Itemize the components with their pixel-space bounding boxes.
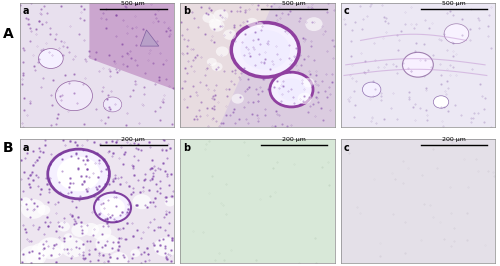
- Polygon shape: [140, 30, 159, 46]
- Text: a: a: [23, 143, 30, 153]
- Text: 200 μm: 200 μm: [282, 137, 306, 142]
- Circle shape: [402, 52, 434, 77]
- Text: a: a: [23, 6, 30, 16]
- Circle shape: [64, 233, 73, 241]
- Circle shape: [92, 224, 112, 240]
- Circle shape: [56, 81, 92, 111]
- Circle shape: [32, 243, 50, 258]
- Text: c: c: [344, 6, 350, 16]
- Circle shape: [38, 49, 63, 68]
- Circle shape: [302, 78, 314, 88]
- Text: 200 μm: 200 μm: [122, 137, 146, 142]
- Circle shape: [38, 237, 64, 259]
- Text: 500 μm: 500 μm: [122, 1, 145, 6]
- Circle shape: [232, 23, 299, 77]
- Circle shape: [306, 17, 322, 31]
- Circle shape: [60, 238, 86, 257]
- Text: 500 μm: 500 μm: [282, 1, 306, 6]
- Circle shape: [214, 9, 228, 22]
- Text: 200 μm: 200 μm: [442, 137, 466, 142]
- Circle shape: [278, 78, 305, 101]
- Circle shape: [274, 81, 281, 87]
- Circle shape: [38, 205, 50, 215]
- Polygon shape: [90, 3, 174, 90]
- Circle shape: [232, 94, 244, 104]
- Circle shape: [223, 30, 236, 40]
- Circle shape: [207, 58, 217, 66]
- Circle shape: [104, 97, 122, 112]
- Circle shape: [48, 149, 110, 199]
- Circle shape: [154, 237, 178, 257]
- Circle shape: [50, 248, 62, 258]
- Circle shape: [434, 96, 448, 108]
- Text: B: B: [2, 141, 13, 155]
- Text: b: b: [184, 143, 190, 153]
- Circle shape: [26, 251, 44, 266]
- Circle shape: [132, 194, 151, 209]
- Circle shape: [256, 22, 264, 28]
- Text: Naïve CCSP–/–: Naïve CCSP–/–: [382, 139, 453, 148]
- Circle shape: [110, 252, 128, 266]
- Circle shape: [21, 199, 46, 219]
- Text: Wt with infection: Wt with infection: [53, 139, 141, 148]
- Text: A: A: [2, 27, 13, 41]
- Circle shape: [57, 157, 100, 191]
- Circle shape: [444, 24, 469, 44]
- Text: c: c: [344, 143, 350, 153]
- Circle shape: [83, 223, 99, 236]
- Circle shape: [270, 72, 313, 107]
- Circle shape: [210, 20, 224, 32]
- Circle shape: [208, 19, 221, 28]
- Circle shape: [240, 30, 290, 70]
- Polygon shape: [219, 3, 334, 127]
- Text: 500 μm: 500 μm: [442, 1, 466, 6]
- Circle shape: [202, 13, 215, 23]
- Circle shape: [100, 198, 125, 217]
- Circle shape: [130, 249, 140, 257]
- Text: b: b: [184, 6, 190, 16]
- Circle shape: [96, 234, 119, 253]
- Circle shape: [362, 82, 381, 97]
- Text: CCSP–/– with infection: CCSP–/– with infection: [201, 139, 314, 148]
- Circle shape: [58, 222, 70, 232]
- Circle shape: [72, 223, 88, 237]
- Circle shape: [216, 47, 228, 57]
- Circle shape: [94, 193, 131, 222]
- Circle shape: [212, 62, 222, 71]
- Circle shape: [20, 197, 31, 206]
- Circle shape: [20, 246, 46, 266]
- Circle shape: [298, 93, 312, 104]
- Circle shape: [164, 198, 175, 206]
- Circle shape: [246, 18, 258, 27]
